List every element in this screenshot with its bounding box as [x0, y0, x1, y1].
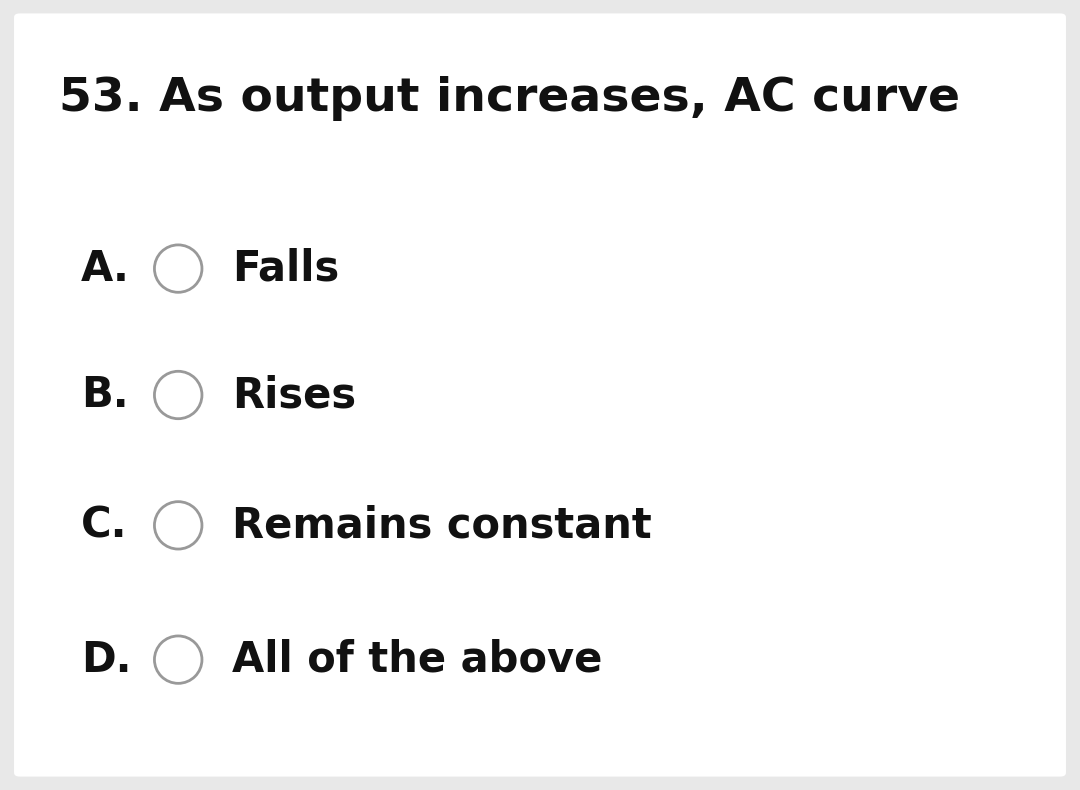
Text: Remains constant: Remains constant — [232, 504, 652, 547]
Text: Falls: Falls — [232, 247, 339, 290]
Text: D.: D. — [81, 638, 132, 681]
Text: B.: B. — [81, 374, 129, 416]
Text: 53. As output increases, AC curve: 53. As output increases, AC curve — [59, 77, 960, 121]
Text: Rises: Rises — [232, 374, 356, 416]
Text: C.: C. — [81, 504, 127, 547]
Text: A.: A. — [81, 247, 130, 290]
FancyBboxPatch shape — [14, 13, 1066, 777]
Text: All of the above: All of the above — [232, 638, 603, 681]
